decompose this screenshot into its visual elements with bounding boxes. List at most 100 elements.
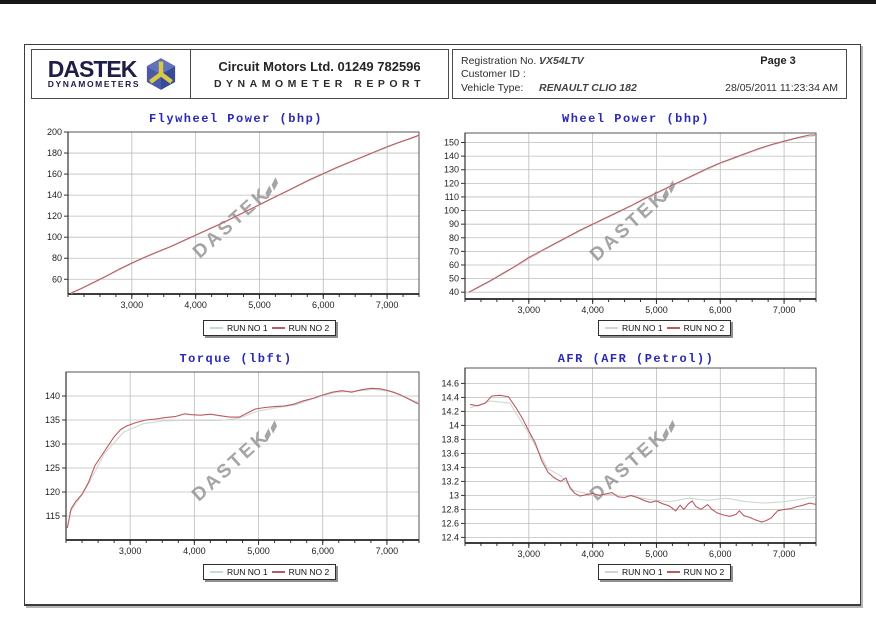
- report-title: DYNAMOMETER REPORT: [213, 77, 426, 90]
- run1-line-sample: [605, 327, 618, 329]
- svg-text:140: 140: [47, 190, 62, 200]
- svg-text:100: 100: [444, 206, 459, 216]
- company-header-box: Circuit Motors Ltd. 01249 782596 DYNAMOM…: [190, 49, 449, 99]
- svg-text:60: 60: [449, 260, 459, 270]
- svg-text:4,000: 4,000: [581, 549, 604, 559]
- svg-text:5,000: 5,000: [248, 300, 271, 310]
- logo-subtitle: DYNAMOMETERS: [47, 79, 141, 89]
- legend-flywheel-power: RUN NO 1 RUN NO 2: [203, 320, 337, 336]
- svg-text:6,000: 6,000: [311, 546, 334, 556]
- run2-line-sample: [666, 327, 680, 329]
- svg-text:4,000: 4,000: [183, 546, 206, 556]
- legend-run2-label: RUN NO 2: [288, 323, 330, 333]
- chart-plot-torque: 3,000 4,000 5,000 6,000 7,000 140 135 130 125 120…: [45, 371, 420, 556]
- svg-text:3,000: 3,000: [518, 549, 541, 559]
- svg-text:200: 200: [47, 127, 62, 137]
- run1-line-sample: [210, 327, 223, 329]
- chart-plot-wheel-power: 3,000 4,000 5,000 6,000 7,000 150 140 130 120 110…: [444, 132, 817, 315]
- chart-title-flywheel-power: Flywheel Power (bhp): [148, 112, 324, 126]
- vehicle-type-label: Vehicle Type:: [461, 82, 524, 94]
- registration-label: Registration No. :: [461, 55, 543, 67]
- legend-run2-label: RUN NO 2: [683, 323, 725, 333]
- svg-text:6,000: 6,000: [709, 549, 732, 559]
- svg-text:140: 140: [45, 391, 60, 401]
- svg-text:12.8: 12.8: [441, 504, 459, 514]
- svg-text:125: 125: [45, 463, 60, 473]
- svg-text:13: 13: [449, 490, 459, 500]
- svg-text:80: 80: [52, 253, 62, 263]
- report-datetime: 28/05/2011 11:23:34 AM: [725, 82, 838, 94]
- svg-text:14: 14: [449, 420, 459, 430]
- vehicle-type-value: RENAULT CLIO 182: [539, 82, 637, 94]
- chart-plot-flywheel-power: 3,000 4,000 5,000 6,000 7,000 200 180 160 140 120…: [47, 127, 420, 310]
- chart-title-torque: Torque (lbft): [179, 352, 293, 366]
- dastek-logo-text: DASTEK DYNAMOMETERS: [47, 56, 141, 90]
- legend-wheel-power: RUN NO 1 RUN NO 2: [598, 320, 732, 336]
- svg-text:120: 120: [45, 487, 60, 497]
- svg-text:4,000: 4,000: [184, 300, 207, 310]
- legend-run1-label: RUN NO 1: [622, 567, 663, 577]
- logo-brand: DASTEK: [47, 56, 138, 82]
- svg-text:13.2: 13.2: [441, 476, 459, 486]
- svg-text:3,000: 3,000: [119, 546, 142, 556]
- run2-line-sample: [666, 571, 680, 573]
- svg-text:12.6: 12.6: [441, 518, 459, 528]
- svg-text:7,000: 7,000: [376, 546, 399, 556]
- run1-line-sample: [605, 571, 618, 573]
- svg-text:120: 120: [444, 178, 459, 188]
- legend-run1-label: RUN NO 1: [227, 567, 268, 577]
- svg-text:135: 135: [45, 415, 60, 425]
- svg-text:5,000: 5,000: [645, 549, 668, 559]
- registration-value: VX54LTV: [539, 55, 584, 67]
- svg-text:90: 90: [449, 219, 459, 229]
- scan-edge-strip: [0, 0, 876, 4]
- svg-text:70: 70: [449, 246, 459, 256]
- svg-text:14.6: 14.6: [441, 378, 459, 388]
- run2-line-sample: [271, 327, 285, 329]
- run2-line-sample: [271, 571, 285, 573]
- svg-text:7,000: 7,000: [773, 549, 796, 559]
- svg-text:13.8: 13.8: [441, 434, 459, 444]
- svg-text:3,000: 3,000: [518, 305, 541, 315]
- svg-text:3,000: 3,000: [121, 300, 144, 310]
- run1-line-sample: [210, 571, 223, 573]
- chart-title-wheel-power: Wheel Power (bhp): [562, 112, 710, 126]
- dastek-cube-logo-icon: [147, 58, 176, 90]
- svg-text:5,000: 5,000: [247, 546, 270, 556]
- svg-text:14.2: 14.2: [441, 406, 459, 416]
- svg-text:4,000: 4,000: [581, 305, 604, 315]
- customer-id-label: Customer ID :: [461, 68, 526, 80]
- svg-text:160: 160: [47, 169, 62, 179]
- svg-text:180: 180: [47, 148, 62, 158]
- svg-text:13.6: 13.6: [441, 448, 459, 458]
- legend-torque: RUN NO 1 RUN NO 2: [203, 564, 337, 580]
- svg-text:40: 40: [449, 287, 459, 297]
- company-name: Circuit Motors Ltd. 01249 782596: [218, 58, 421, 74]
- svg-text:5,000: 5,000: [645, 305, 668, 315]
- legend-run1-label: RUN NO 1: [622, 323, 663, 333]
- svg-text:115: 115: [46, 511, 60, 521]
- legend-run1-label: RUN NO 1: [227, 323, 268, 333]
- svg-text:140: 140: [444, 151, 459, 161]
- svg-text:7,000: 7,000: [376, 300, 399, 310]
- vehicle-info-box: Registration No. : VX54LTV Customer ID :…: [452, 49, 847, 99]
- svg-text:14.4: 14.4: [441, 392, 459, 402]
- svg-text:130: 130: [444, 165, 459, 175]
- svg-text:80: 80: [449, 233, 459, 243]
- svg-text:60: 60: [52, 274, 62, 284]
- svg-text:6,000: 6,000: [312, 300, 335, 310]
- chart-plot-afr: 3,000 4,000 5,000 6,000 7,000 14.6 14.4 14.2 14 1…: [441, 367, 817, 559]
- svg-text:110: 110: [445, 192, 459, 202]
- svg-text:7,000: 7,000: [773, 305, 796, 315]
- svg-text:50: 50: [449, 274, 459, 284]
- chart-title-afr: AFR (AFR (Petrol)): [557, 352, 715, 366]
- dastek-logo-box: DASTEK DYNAMOMETERS: [31, 49, 193, 99]
- page-number: Page 3: [760, 55, 796, 67]
- svg-text:12.4: 12.4: [441, 532, 459, 542]
- legend-run2-label: RUN NO 2: [288, 567, 330, 577]
- svg-text:150: 150: [444, 138, 459, 148]
- svg-text:130: 130: [45, 439, 60, 449]
- svg-text:6,000: 6,000: [709, 305, 732, 315]
- svg-text:100: 100: [47, 232, 62, 242]
